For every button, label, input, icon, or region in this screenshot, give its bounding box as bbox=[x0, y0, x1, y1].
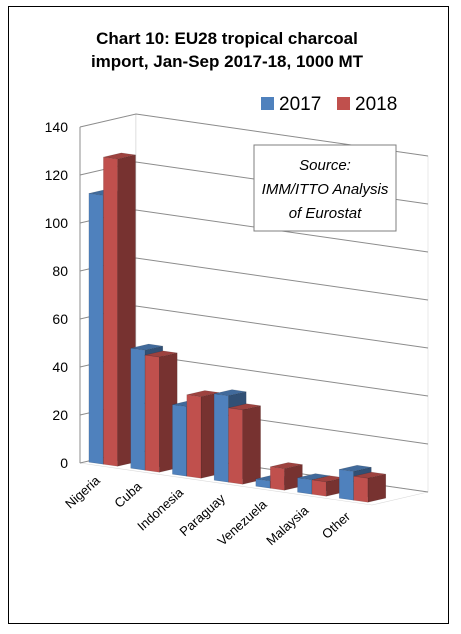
bar-front bbox=[353, 475, 369, 503]
legend-label-2018: 2018 bbox=[355, 94, 397, 115]
x-tick-label-cuba: Cuba bbox=[111, 478, 145, 510]
bar-front bbox=[255, 478, 271, 489]
source-annotation: Source: IMM/ITTO Analysis of Eurostat bbox=[253, 144, 397, 232]
chart-title: Chart 10: EU28 tropical charcoal import,… bbox=[91, 29, 364, 71]
chart-title-line-1: Chart 10: EU28 tropical charcoal bbox=[96, 29, 358, 48]
bar-2018-other bbox=[353, 471, 387, 503]
bar-front bbox=[130, 347, 146, 471]
y-tick-label: 0 bbox=[60, 455, 68, 471]
bar-side bbox=[242, 405, 261, 485]
source-box bbox=[253, 144, 397, 232]
x-tick-label-malaysia: Malaysia bbox=[263, 502, 312, 548]
y-tick-label: 140 bbox=[45, 119, 69, 135]
bar-side bbox=[367, 473, 387, 503]
bar-front bbox=[228, 407, 243, 485]
bar-front bbox=[213, 393, 229, 483]
legend: 2017 2018 bbox=[261, 94, 397, 115]
y-tick-label: 60 bbox=[52, 311, 68, 327]
bar-front bbox=[88, 193, 104, 465]
chart-title-line-2: import, Jan-Sep 2017-18, 1000 MT bbox=[91, 52, 364, 71]
bars bbox=[88, 152, 387, 503]
bar-2018-paraguay bbox=[228, 403, 261, 485]
bar-front bbox=[103, 156, 118, 467]
y-tick-label: 40 bbox=[52, 359, 68, 375]
legend-swatch-2018 bbox=[337, 97, 350, 110]
bar-front bbox=[297, 477, 313, 495]
bar-front bbox=[269, 466, 285, 491]
y-tick-label: 120 bbox=[45, 167, 69, 183]
x-tick-label-other: Other bbox=[319, 508, 354, 541]
y-tick-label: 20 bbox=[52, 407, 68, 423]
bar-front bbox=[186, 394, 202, 479]
bar-front bbox=[144, 354, 160, 473]
bar-2018-cuba bbox=[144, 350, 178, 473]
source-line-2: IMM/ITTO Analysis bbox=[262, 181, 389, 198]
bar-front bbox=[172, 404, 187, 477]
source-line-1: Source: bbox=[299, 157, 351, 174]
y-tick-label: 80 bbox=[52, 263, 68, 279]
bar-top bbox=[103, 152, 136, 160]
y-tick-label: 100 bbox=[45, 215, 69, 231]
x-tick-label-nigeria: Nigeria bbox=[62, 472, 103, 511]
bar-front bbox=[311, 479, 327, 497]
legend-swatch-2017 bbox=[261, 97, 274, 110]
bar-front bbox=[338, 469, 354, 501]
legend-label-2017: 2017 bbox=[279, 94, 321, 115]
y-axis-ticks: 0 20 40 60 80 100 120 140 bbox=[45, 119, 69, 471]
gridline bbox=[79, 113, 429, 157]
source-line-3: of Eurostat bbox=[289, 205, 362, 222]
